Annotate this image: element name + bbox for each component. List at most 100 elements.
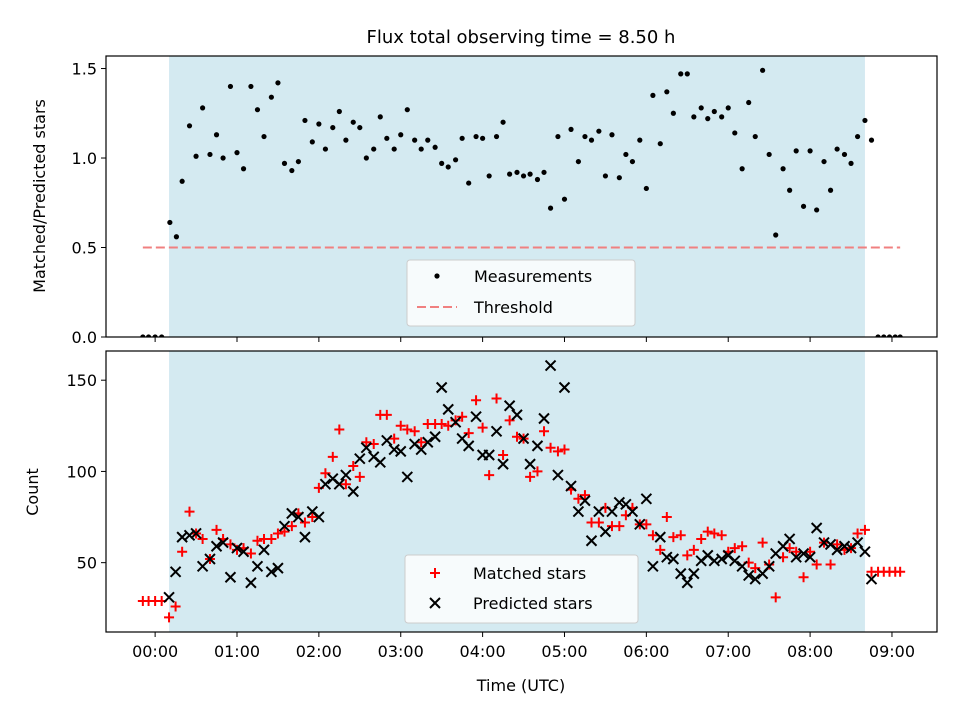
matched-star-point: [320, 468, 331, 479]
predicted-star-point: [224, 571, 237, 583]
matched-star-point: [702, 526, 713, 537]
matched-star-point: [764, 559, 775, 570]
predicted-star-point: [340, 469, 352, 481]
measurement-point: [466, 180, 472, 186]
matched-star-point: [525, 471, 536, 482]
top-axes: 0.0 0.5 1.0 1.5 Measurements Threshold: [72, 55, 938, 347]
measurement-point: [220, 155, 226, 161]
x-tick-label: 08:00: [787, 642, 833, 661]
predicted-star-point: [265, 566, 278, 578]
measurement-point: [732, 130, 738, 136]
x-tick-label: 09:00: [869, 642, 915, 661]
measurement-point: [596, 128, 602, 134]
predicted-star-point: [804, 551, 816, 563]
measurement-point: [179, 178, 185, 184]
measurement-point: [739, 166, 745, 172]
matched-star-point: [798, 572, 809, 583]
matched-star-point: [177, 546, 188, 557]
top-y-axis-label: Matched/Predicted stars: [30, 99, 49, 293]
matched-star-point: [450, 415, 461, 426]
predicted-star-point: [558, 381, 571, 394]
measurement-point: [787, 187, 793, 193]
measurement-point: [159, 334, 165, 337]
matched-star-point: [641, 519, 652, 530]
measurement-point: [240, 166, 247, 172]
matched-star-point: [197, 533, 208, 544]
predicted-star-point: [360, 442, 373, 454]
measurement-point: [561, 196, 568, 202]
measurement-point: [514, 169, 520, 175]
x-tick-label: 03:00: [378, 642, 424, 661]
matched-star-point: [895, 566, 906, 577]
measurement-point: [330, 124, 336, 131]
predicted-star-point: [435, 381, 448, 394]
matched-star-point: [164, 612, 175, 623]
measurement-point: [268, 94, 274, 100]
x-tick-label: 01:00: [214, 642, 260, 661]
bottom-y-tick-label: 150: [66, 371, 97, 390]
predicted-star-point: [783, 533, 796, 545]
predicted-star-point: [810, 522, 823, 534]
measurement-point: [793, 148, 799, 154]
matched-star-point: [389, 433, 400, 444]
measurement-point: [637, 137, 643, 143]
predicted-star-point: [763, 560, 775, 573]
measurement-point: [881, 334, 887, 337]
predicted-star-point: [278, 520, 291, 532]
measurement-point: [868, 137, 875, 143]
matched-star-point: [477, 422, 488, 433]
measurement-point: [657, 141, 663, 147]
predicted-star-point: [470, 410, 482, 423]
matched-star-point: [348, 460, 359, 471]
measurement-point: [547, 205, 554, 211]
x-tick-label: 06:00: [623, 642, 669, 661]
legend-measurement-marker: [434, 273, 440, 279]
predicted-star-point: [503, 400, 516, 412]
bottom-legend: Matched stars Predicted stars: [404, 554, 639, 624]
measurement-point: [309, 139, 315, 145]
matched-star-point: [334, 424, 345, 435]
measurement-point: [500, 119, 506, 125]
legend-predicted-label: Predicted stars: [473, 594, 593, 613]
matched-star-point: [750, 563, 761, 574]
matched-star-point: [737, 541, 748, 552]
matched-star-point: [811, 559, 822, 570]
predicted-star-point: [163, 591, 175, 604]
measurement-point: [384, 135, 390, 141]
chart-title: Flux total observing time = 8.50 h: [367, 27, 676, 48]
bottom-axes: 50 100 150 00:00 01:00 02:00 03:00 04:00 05:00 06…: [66, 350, 938, 661]
predicted-star-point: [217, 536, 229, 549]
predicted-star-point: [818, 536, 830, 549]
predicted-star-point: [613, 496, 626, 509]
measurement-point: [459, 135, 465, 141]
matched-star-point: [409, 426, 420, 437]
top-legend-box: [406, 259, 636, 327]
measurement-point: [452, 157, 459, 163]
predicted-star-point: [231, 542, 243, 554]
predicted-star-point: [258, 544, 270, 556]
predicted-star-point: [524, 458, 536, 470]
measurement-point: [773, 232, 779, 238]
measurement-point: [186, 123, 193, 129]
matched-star-point: [279, 526, 290, 537]
predicted-star-point: [538, 412, 550, 425]
measurement-point: [886, 334, 893, 337]
top-y-tick-label: 0.5: [72, 239, 97, 258]
matched-star-point: [539, 426, 550, 437]
measurement-point: [609, 132, 615, 138]
predicted-star-point: [347, 485, 359, 498]
predicted-star-point: [517, 432, 530, 445]
measurement-point: [261, 133, 267, 140]
measurement-point: [295, 158, 301, 165]
measurement-point: [404, 107, 410, 113]
predicted-star-point: [572, 505, 585, 518]
measurement-point: [834, 146, 840, 152]
measurement-point: [275, 80, 281, 86]
measurement-point: [480, 135, 486, 141]
predicted-star-point: [497, 458, 509, 470]
measurement-point: [439, 160, 445, 166]
measurement-point: [534, 176, 541, 183]
predicted-star-point: [865, 573, 878, 585]
measurement-point: [752, 133, 758, 140]
x-tick-label: 07:00: [705, 642, 751, 661]
